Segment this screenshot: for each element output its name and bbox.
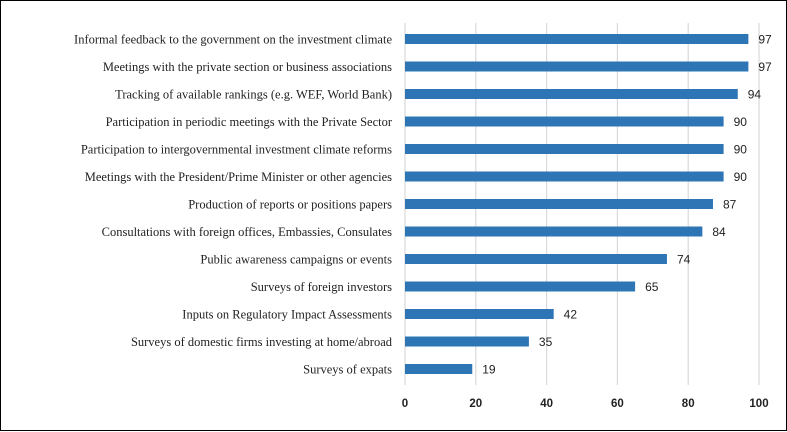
category-label-8: Consultations with foreign offices, Emba… — [102, 225, 392, 239]
category-label-7: Production of reports or positions paper… — [188, 198, 392, 212]
value-label-2: 97 — [758, 60, 772, 74]
category-label-9: Public awareness campaigns or events — [200, 253, 392, 267]
value-label-12: 35 — [539, 335, 553, 349]
value-label-5: 90 — [734, 143, 748, 157]
value-label-1: 97 — [758, 33, 772, 47]
category-label-11: Inputs on Regulatory Impact Assessments — [182, 308, 392, 322]
bar-11 — [405, 309, 554, 319]
value-label-10: 65 — [645, 280, 659, 294]
bar-1 — [405, 34, 749, 44]
category-label-13: Surveys of expats — [303, 363, 392, 377]
category-label-1: Informal feedback to the government on t… — [74, 33, 392, 47]
value-label-8: 84 — [712, 225, 726, 239]
value-label-11: 42 — [564, 308, 578, 322]
category-label-10: Surveys of foreign investors — [251, 280, 392, 294]
x-axis-ticks: 0 20 40 60 80 100 — [402, 398, 769, 410]
value-label-6: 90 — [734, 170, 748, 184]
category-label-2: Meetings with the private section or bus… — [103, 60, 392, 74]
bar-10 — [405, 281, 636, 292]
bar-4 — [405, 116, 724, 127]
x-tick-label-100: 100 — [749, 398, 768, 410]
value-label-3: 94 — [748, 88, 762, 102]
bar-8 — [405, 226, 703, 237]
value-label-9: 74 — [677, 253, 691, 267]
value-label-13: 19 — [482, 363, 496, 377]
category-label-12: Surveys of domestic firms investing at h… — [131, 335, 393, 349]
bar-6 — [405, 171, 724, 182]
x-tick-label-0: 0 — [402, 398, 408, 410]
bar-2 — [405, 61, 749, 72]
x-tick-label-40: 40 — [540, 398, 553, 410]
bar-7 — [405, 199, 713, 209]
category-label-6: Meetings with the President/Prime Minist… — [85, 170, 392, 184]
category-label-5: Participation to intergovernmental inves… — [81, 143, 392, 157]
bars — [405, 34, 749, 374]
category-labels: Informal feedback to the government on t… — [74, 33, 393, 377]
bar-9 — [405, 254, 667, 264]
category-label-3: Tracking of available rankings (e.g. WEF… — [115, 88, 392, 102]
bar-5 — [405, 144, 724, 154]
value-label-7: 87 — [723, 198, 737, 212]
value-label-4: 90 — [734, 115, 748, 129]
bar-12 — [405, 336, 529, 347]
x-tick-label-80: 80 — [682, 398, 695, 410]
x-tick-label-20: 20 — [469, 398, 482, 410]
bar-13 — [405, 364, 473, 374]
category-label-4: Participation in periodic meetings with … — [106, 115, 393, 129]
bar-3 — [405, 89, 738, 99]
x-tick-label-60: 60 — [611, 398, 624, 410]
